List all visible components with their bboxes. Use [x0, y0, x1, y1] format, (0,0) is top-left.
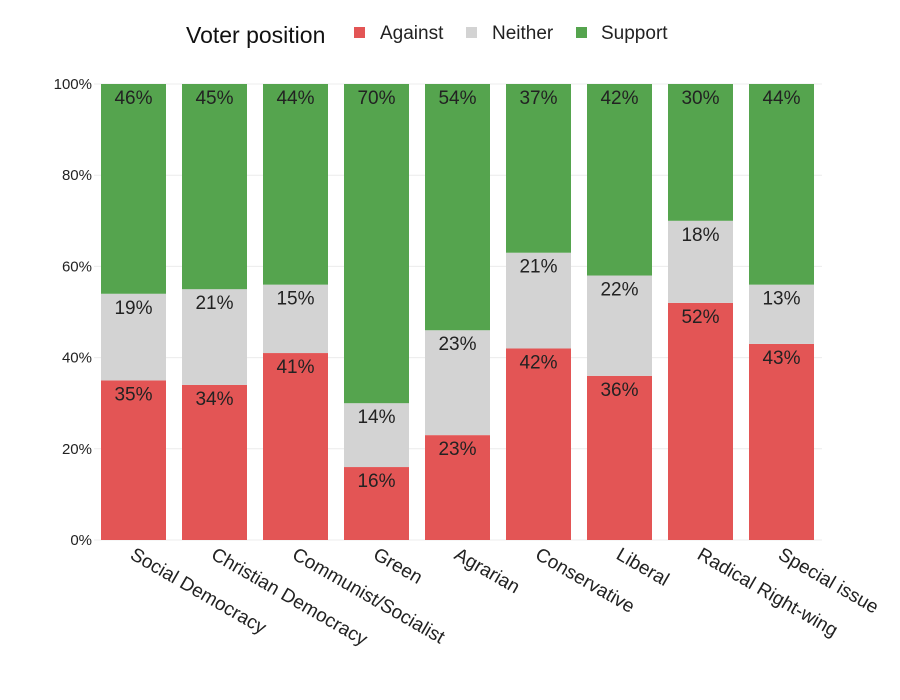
- bar-segment-neither: [344, 403, 409, 468]
- legend: Voter position Against Neither Support: [186, 22, 668, 48]
- x-category-label: Green: [370, 544, 426, 589]
- bar-segment-support: [587, 84, 652, 276]
- bar-segment-against: [344, 467, 409, 540]
- bar-segment-neither: [668, 220, 733, 303]
- y-tick-label: 100%: [54, 76, 92, 93]
- bar-segment-support: [425, 84, 490, 331]
- bar-segment-neither: [263, 284, 328, 354]
- legend-label-neither: Neither: [492, 23, 554, 44]
- data-label-neither: 23%: [438, 334, 476, 355]
- data-label-support: 44%: [762, 88, 800, 109]
- x-category-label: Agrarian: [451, 544, 524, 598]
- bar-segment-neither: [182, 289, 247, 385]
- bar-segment-neither: [749, 284, 814, 344]
- bar-segment-support: [668, 84, 733, 221]
- bar-segment-against: [182, 384, 247, 540]
- legend-swatch-neither: [466, 27, 477, 38]
- bar-segment-neither: [425, 330, 490, 436]
- bar-segment-against: [587, 375, 652, 540]
- bar-segment-against: [668, 302, 733, 540]
- data-label-against: 43%: [762, 348, 800, 369]
- data-label-support: 42%: [600, 88, 638, 109]
- bar-segment-support: [101, 84, 166, 294]
- bar-segment-neither: [587, 275, 652, 376]
- bars: [101, 84, 814, 540]
- data-labels: 35% 19% 46% 34% 21% 45% 41% 15% 44% 16% 14% 70% 23% 2…: [114, 88, 800, 492]
- data-label-neither: 13%: [762, 289, 800, 310]
- data-label-against: 36%: [600, 380, 638, 401]
- y-axis: 0% 20% 40% 60% 80% 100%: [54, 76, 92, 549]
- legend-swatch-support: [576, 27, 587, 38]
- data-label-against: 23%: [438, 439, 476, 460]
- y-tick-label: 80%: [62, 167, 92, 184]
- data-label-support: 70%: [357, 88, 395, 109]
- x-category-label: Radical Right-wing: [694, 544, 842, 641]
- legend-title: Voter position: [186, 22, 325, 48]
- data-label-neither: 21%: [519, 257, 557, 278]
- data-label-support: 44%: [276, 88, 314, 109]
- x-category-label: Liberal: [613, 544, 673, 591]
- data-label-against: 16%: [357, 471, 395, 492]
- legend-label-support: Support: [601, 23, 668, 44]
- data-label-against: 41%: [276, 357, 314, 378]
- data-label-against: 35%: [114, 384, 152, 405]
- data-label-support: 46%: [114, 88, 152, 109]
- data-label-against: 42%: [519, 352, 557, 373]
- data-label-neither: 15%: [276, 289, 314, 310]
- data-label-support: 54%: [438, 88, 476, 109]
- bar-segment-against: [506, 348, 571, 540]
- data-label-against: 34%: [195, 389, 233, 410]
- y-tick-label: 0%: [70, 532, 92, 549]
- bar-segment-against: [425, 435, 490, 540]
- bar-segment-support: [344, 84, 409, 404]
- bar-segment-neither: [101, 293, 166, 381]
- data-label-neither: 18%: [681, 225, 719, 246]
- data-label-neither: 21%: [195, 293, 233, 314]
- data-label-against: 52%: [681, 307, 719, 328]
- x-category-label: Social Democracy: [127, 544, 271, 639]
- data-label-neither: 22%: [600, 280, 638, 301]
- data-label-neither: 14%: [357, 407, 395, 428]
- bar-segment-support: [506, 84, 571, 253]
- bar-segment-against: [749, 343, 814, 540]
- data-label-support: 37%: [519, 88, 557, 109]
- y-tick-label: 60%: [62, 258, 92, 275]
- legend-swatch-against: [354, 27, 365, 38]
- bar-segment-neither: [506, 252, 571, 349]
- data-label-support: 30%: [681, 88, 719, 109]
- bar-segment-against: [101, 380, 166, 540]
- bar-segment-support: [749, 84, 814, 285]
- data-label-neither: 19%: [114, 298, 152, 319]
- bar-segment-against: [263, 353, 328, 540]
- bar-segment-support: [263, 84, 328, 285]
- data-label-support: 45%: [195, 88, 233, 109]
- bar-segment-support: [182, 84, 247, 290]
- legend-label-against: Against: [380, 23, 444, 44]
- y-tick-label: 40%: [62, 350, 92, 367]
- y-tick-label: 20%: [62, 441, 92, 458]
